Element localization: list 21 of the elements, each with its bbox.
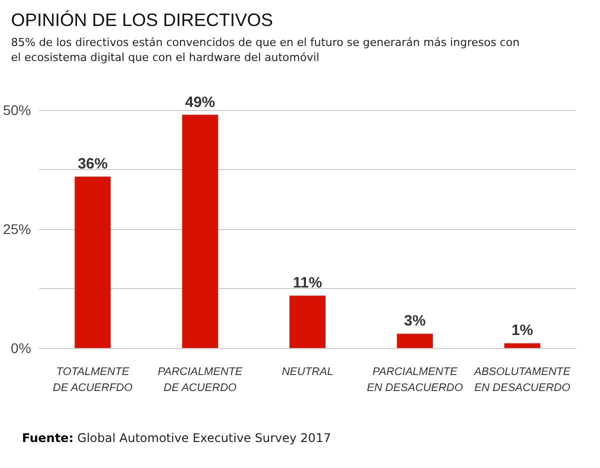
data-label: 49%: [185, 94, 216, 111]
bar: [396, 334, 433, 348]
chart-subtitle: 85% de los directivos están convencidos de que en el futuro se generarán más ingresos con el ecosistema digital que con el hardware del automóvil: [11, 36, 520, 64]
data-label: 1%: [511, 322, 534, 340]
x-tick-label: NEUTRAL: [282, 366, 334, 378]
y-tick-label: 50%: [2, 102, 32, 118]
data-label: 36%: [78, 156, 108, 173]
bar: [290, 296, 326, 348]
y-tick-label: 0%: [10, 340, 32, 356]
bar: [74, 176, 111, 348]
data-label: 11%: [292, 274, 322, 292]
x-tick-label: PARCIALMENTE DE ACUERDO: [158, 366, 244, 394]
x-tick-label: ABSOLUTAMENTE EN DESACUERDO: [473, 366, 572, 394]
bar: [504, 343, 540, 348]
bar: [182, 114, 218, 348]
x-tick-label: PARCIALMENTE EN DESACUERDO: [366, 366, 464, 394]
source-note: Fuente: Global Automotive Executive Survey 2017: [22, 431, 331, 445]
chart-title: OPINIÓN DE LOS DIRECTIVOS: [11, 10, 274, 30]
y-tick-label: 25%: [2, 221, 32, 237]
data-label: 3%: [404, 312, 426, 330]
x-tick-label: TOTALMENTE DE ACUERFDO: [52, 366, 133, 394]
